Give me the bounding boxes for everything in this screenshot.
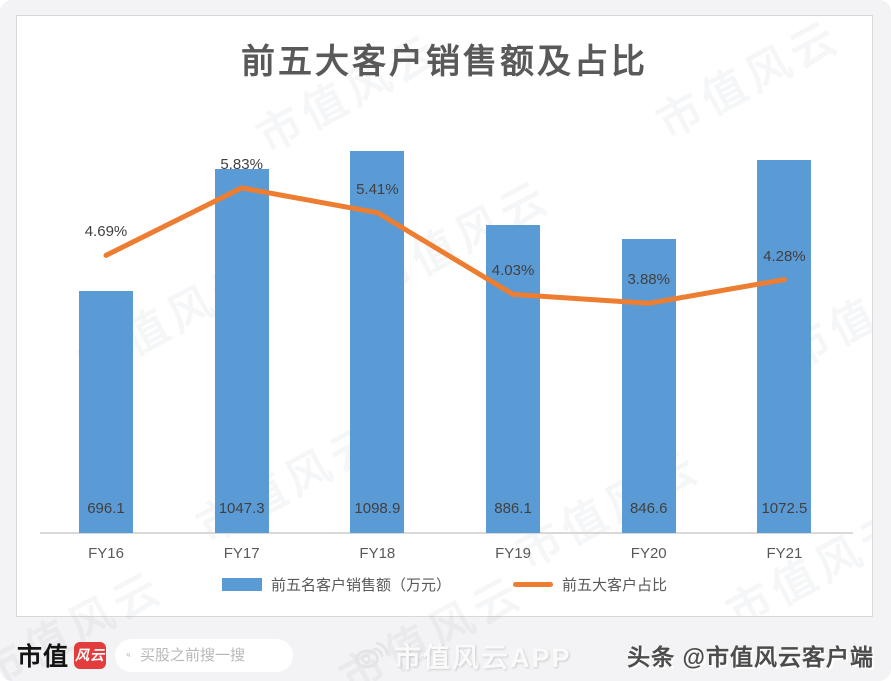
x-axis-label: FY20 xyxy=(630,545,667,562)
line-series-swatch xyxy=(513,582,553,587)
legend-item-percentage: 前五大客户占比 xyxy=(513,574,667,595)
line-point-label: 5.83% xyxy=(220,155,263,173)
legend-item-sales: 前五名客户销售额（万元） xyxy=(221,574,451,595)
app-watermark-text: 市值风云APP xyxy=(394,642,572,673)
line-point-label: 4.03% xyxy=(491,262,535,280)
x-axis-label: FY18 xyxy=(359,545,396,562)
line-point-label: 5.41% xyxy=(356,180,399,198)
bar-series-swatch xyxy=(221,578,262,591)
footer-bar: 市值 风云 市值风云APP 头条 @市值风云客户端 xyxy=(0,629,891,681)
search-icon xyxy=(126,653,131,658)
legend: 前五名客户销售额（万元） 前五大客户占比 xyxy=(17,574,872,595)
labels-layer: 696.1 FY16 4.69% 1047.3 FY17 5.83% 1098.9 FY18 5… xyxy=(17,16,872,616)
x-axis-line xyxy=(40,532,853,534)
bar-value-label: 1098.9 xyxy=(354,500,401,517)
line-point-label: 4.28% xyxy=(763,247,806,265)
search-box[interactable] xyxy=(115,638,294,672)
search-input[interactable] xyxy=(138,645,283,665)
legend-label-sales: 前五名客户销售额（万元） xyxy=(270,577,451,594)
bar-value-label: 886.1 xyxy=(494,500,532,517)
x-axis-label: FY19 xyxy=(495,545,531,562)
chart-panel: 市值风云 市值风云 市值风云 市值风云 市值风云 市值风云 市值风云 市值风云 前五大客户销售… xyxy=(16,15,873,617)
weibo-icon xyxy=(355,641,389,669)
bar-value-label: 1072.5 xyxy=(761,500,808,517)
x-axis-label: FY16 xyxy=(88,545,124,562)
bar-value-label: 696.1 xyxy=(87,500,125,517)
byline-handle: 头条 @市值风云客户端 xyxy=(627,644,874,670)
brand-logo-badge: 风云 xyxy=(74,641,107,669)
plot-area: 696.1 FY16 4.69% 1047.3 FY17 5.83% 1098.9 FY18 5… xyxy=(17,16,872,616)
bar-value-label: 846.6 xyxy=(629,500,668,517)
app-watermark: 市值风云APP xyxy=(353,636,572,675)
x-axis-label: FY21 xyxy=(766,545,803,562)
legend-label-percentage: 前五大客户占比 xyxy=(562,577,668,594)
bar-FY16 xyxy=(79,291,133,533)
x-axis-label: FY17 xyxy=(223,545,260,562)
line-point-label: 4.69% xyxy=(84,223,128,241)
line-point-label: 3.88% xyxy=(627,271,670,289)
bar-value-label: 1047.3 xyxy=(218,500,265,517)
brand-logo-text: 市值 xyxy=(17,643,70,671)
chart-title: 前五大客户销售额及占比 xyxy=(241,43,648,81)
